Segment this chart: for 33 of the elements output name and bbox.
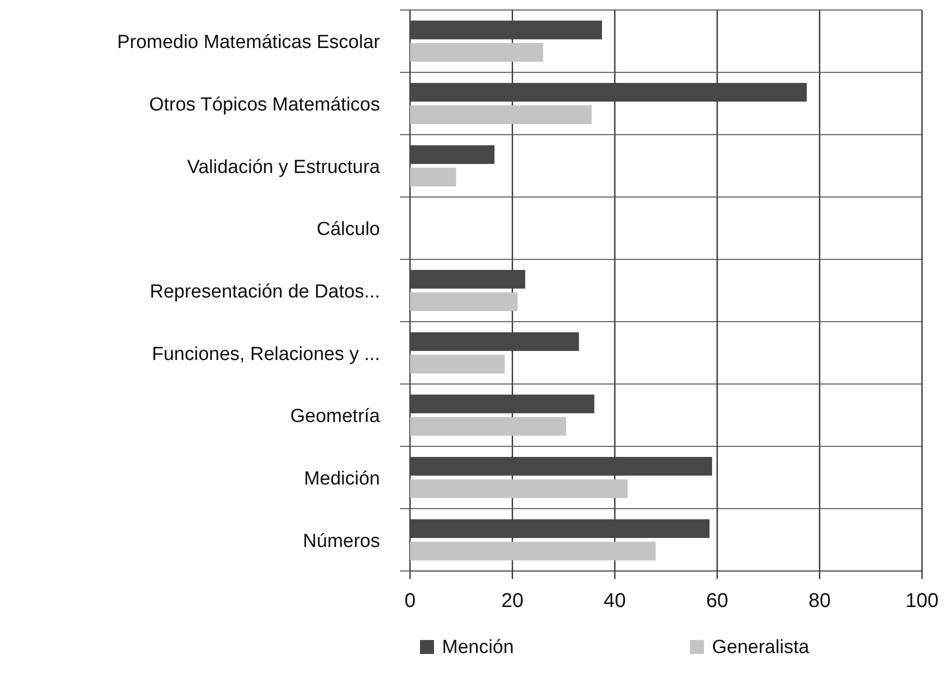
bar	[410, 354, 505, 374]
x-tick-label: 20	[501, 590, 524, 612]
y-tick-label: Otros Tópicos Matemáticos	[149, 94, 380, 116]
x-tick-label: 60	[706, 590, 728, 612]
bar	[410, 145, 494, 164]
y-tick-label: Geometría	[290, 406, 380, 428]
legend-label: Generalista	[712, 637, 810, 658]
bar	[410, 456, 712, 476]
y-tick-label: Medición	[304, 468, 380, 490]
y-tick-label: Validación y Estructura	[187, 156, 380, 178]
legend-label: Mención	[442, 637, 514, 658]
bar	[410, 105, 592, 124]
bar	[410, 43, 544, 62]
x-tick-label: 40	[604, 590, 626, 612]
bar	[410, 20, 602, 40]
bar	[410, 82, 807, 102]
bar	[410, 292, 518, 312]
bar	[410, 168, 456, 186]
bar	[410, 332, 579, 351]
x-tick-label: 100	[905, 590, 939, 612]
x-tick-label: 0	[404, 590, 416, 612]
y-tick-label: Funciones, Relaciones y ...	[152, 344, 380, 365]
bar	[410, 519, 710, 538]
bar	[410, 417, 566, 436]
y-tick-label: Números	[302, 530, 380, 552]
y-tick-label: Promedio Matemáticas Escolar	[117, 32, 381, 54]
y-tick-label: Representación de Datos...	[150, 282, 380, 302]
bar	[410, 479, 628, 498]
bar	[410, 270, 526, 289]
bar	[410, 542, 656, 560]
x-tick-label: 80	[808, 590, 831, 612]
y-tick-label: Cálculo	[316, 219, 380, 240]
bar	[410, 394, 594, 414]
